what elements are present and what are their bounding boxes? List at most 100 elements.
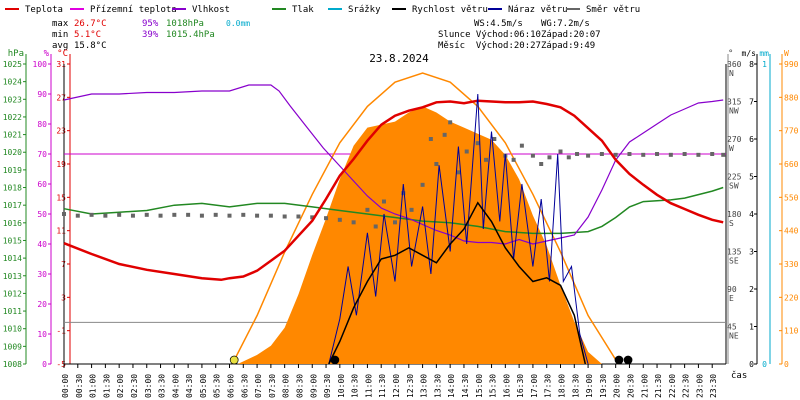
sunset-marker (614, 355, 624, 365)
legend-label-hum: Vlhkost (192, 5, 230, 15)
stat-max-hum: 95% (142, 19, 159, 29)
axis-compass-label-dir: E (729, 294, 734, 303)
x-tick-label: 06:30 (240, 374, 249, 398)
axis-tick-label-press: 1020 (3, 148, 22, 157)
axis-tick-label-solar: 0 (784, 360, 789, 369)
axis-compass-label-dir: S (729, 219, 734, 228)
x-tick-label: 22:00 (668, 374, 677, 398)
x-tick-label: 03:30 (158, 374, 167, 398)
axis-compass-label-dir: NE (729, 332, 739, 341)
wind-direction-point (627, 152, 632, 156)
x-tick-label: 20:00 (613, 374, 622, 398)
axis-tick-label-temp: 15 (56, 193, 66, 202)
stat-min-temp: 5.1°C (74, 30, 101, 40)
wind-direction-point (539, 162, 544, 166)
axis-tick-label-press: 1025 (3, 60, 22, 69)
x-tick-label: 23:30 (709, 374, 718, 398)
legend-label-rain: Srážky (348, 5, 381, 15)
axis-tick-label-hum: 90 (37, 90, 47, 99)
axis-tick-label-solar: 550 (784, 193, 799, 202)
axis-compass-label-dir: N (729, 69, 734, 78)
x-tick-label: 13:30 (433, 374, 442, 398)
wind-direction-point (241, 212, 246, 217)
axis-unit-dir: ° (728, 49, 733, 59)
axis-tick-label-wind: 4 (749, 210, 754, 219)
x-tick-label: 07:00 (254, 374, 263, 398)
axis-tick-label-press: 1008 (3, 360, 22, 369)
axis-tick-label-dir: 315 (727, 98, 742, 107)
wind-direction-point (484, 157, 489, 162)
x-tick-label: 11:00 (364, 374, 373, 398)
x-tick-label: 15:30 (489, 374, 498, 398)
x-tick-label: 18:30 (571, 374, 580, 398)
legend-label-gust: Náraz větru (508, 5, 568, 15)
stat-avg-label: avg (52, 41, 68, 51)
axis-tick-label-solar: 440 (784, 227, 799, 236)
x-tick-label: 02:30 (130, 374, 139, 398)
axes: hPa1025102410231022102110201019101810171… (3, 49, 799, 369)
x-tick-label: 19:00 (585, 374, 594, 398)
axis-tick-label-hum: 50 (37, 210, 47, 219)
legend-label-temp: Teplota (25, 5, 63, 15)
x-tick-label: 14:00 (447, 374, 456, 398)
wind-direction-point (428, 137, 433, 141)
axis-tick-label-temp: 11 (56, 227, 66, 236)
wind-direction-point (351, 220, 356, 225)
x-tick-label: 05:00 (199, 374, 208, 398)
axis-compass-label-dir: SE (729, 257, 739, 266)
wind-direction-point (158, 213, 163, 218)
astro-markers (229, 355, 633, 365)
axis-tick-label-hum: 20 (37, 300, 47, 309)
wind-direction-point (456, 170, 461, 175)
axis-tick-label-solar: 330 (784, 260, 799, 269)
wind-direction-point (566, 155, 571, 160)
stat-min-hum: 39% (142, 30, 159, 40)
wind-direction-point (117, 212, 122, 217)
axis-tick-label-wind: 3 (749, 248, 754, 257)
axis-tick-label-press: 1022 (3, 113, 22, 122)
stat-max-press: 1018hPa (166, 19, 204, 29)
x-tick-label: 08:30 (295, 374, 304, 398)
axis-tick-label-wind: 6 (749, 135, 754, 144)
x-tick-label: 13:00 (420, 374, 429, 398)
wind-direction-point (213, 212, 218, 217)
wind-direction-point (575, 152, 580, 156)
x-tick-label: 09:30 (323, 374, 332, 398)
axis-tick-label-temp: 19 (56, 160, 66, 169)
axis-tick-label-temp: -5 (56, 360, 66, 369)
solar-radiation-area (237, 106, 602, 365)
wind-direction-point (530, 153, 535, 158)
x-tick-label: 01:30 (102, 374, 111, 398)
axis-tick-label-hum: 30 (37, 270, 47, 279)
axis-tick-label-wind: 0 (749, 360, 754, 369)
x-tick-label: 05:30 (213, 374, 222, 398)
axis-tick-label-dir: 360 (727, 60, 742, 69)
axis-compass-label-dir: SW (729, 182, 739, 191)
wind-direction-point (682, 152, 687, 156)
legend-label-press: Tlak (292, 5, 314, 15)
axis-tick-label-press: 1018 (3, 184, 22, 193)
wind-direction-point (324, 216, 329, 221)
x-tick-label: 15:00 (475, 374, 484, 398)
axis-tick-label-temp: 31 (56, 60, 66, 69)
axis-tick-label-wind: 5 (749, 173, 754, 182)
axis-tick-label-press: 1015 (3, 236, 22, 245)
wind-direction-point (655, 152, 660, 156)
axis-unit-temp: °C (57, 49, 68, 59)
wind-direction-point (393, 220, 397, 225)
stat-min-press: 1015.4hPa (166, 30, 215, 40)
legend-label-wind: Rychlost větru (412, 5, 488, 15)
axis-tick-label-hum: 10 (37, 330, 47, 339)
axis-tick-label-press: 1016 (3, 219, 22, 228)
wind-direction-point (696, 152, 701, 157)
wind-direction-point (282, 214, 287, 219)
x-tick-label: 06:00 (227, 374, 236, 398)
axis-tick-label-press: 1009 (3, 342, 22, 351)
wind-direction-point (365, 207, 370, 212)
x-axis-label: čas (731, 370, 747, 381)
wind-gust-line (328, 93, 589, 365)
axis-tick-label-press: 1023 (3, 95, 22, 104)
x-tick-label: 08:00 (282, 374, 291, 398)
axis-tick-label-hum: 80 (37, 120, 47, 129)
wind-direction-point (373, 224, 378, 229)
